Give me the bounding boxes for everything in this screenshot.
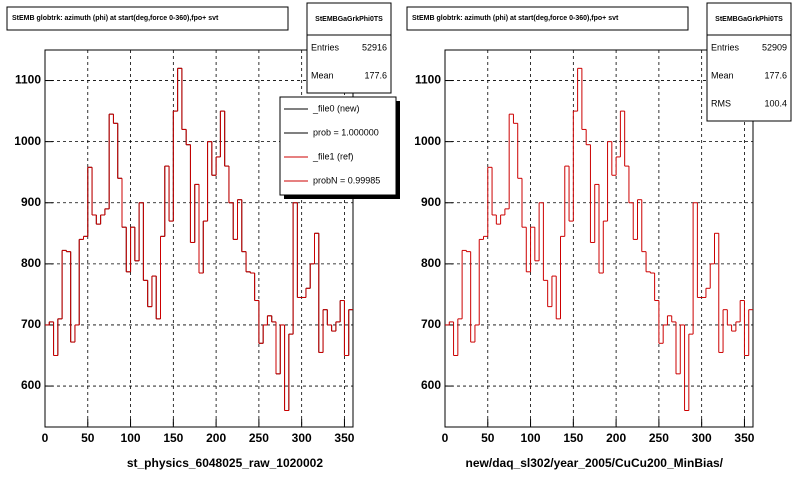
x-tick-label: 100 — [121, 431, 141, 445]
chart-title: StEMB globtrk: azimuth (phi) at start(de… — [12, 15, 219, 22]
stats-value: 100.4 — [764, 98, 787, 108]
x-tick-label: 150 — [163, 431, 183, 445]
x-tick-label: 0 — [42, 431, 49, 445]
x-tick-label: 300 — [292, 431, 312, 445]
stats-box — [706, 2, 792, 122]
x-tick-label: 350 — [334, 431, 354, 445]
x-tick-label: 300 — [692, 431, 712, 445]
stats-value: 52916 — [362, 42, 387, 52]
stats-box — [306, 2, 392, 94]
legend-label: prob = 1.000000 — [313, 127, 379, 137]
chart-title: StEMB globtrk: azimuth (phi) at start(de… — [412, 15, 619, 22]
stats-value: 177.6 — [764, 70, 787, 80]
x-tick-label: 150 — [563, 431, 583, 445]
x-tick-label: 50 — [81, 431, 95, 445]
y-tick-label: 1100 — [415, 73, 441, 87]
legend-label: probN = 0.99985 — [313, 175, 380, 185]
y-tick-label: 900 — [421, 195, 441, 209]
legend-label: _file0 (new) — [312, 103, 360, 113]
x-tick-label: 200 — [206, 431, 226, 445]
y-tick-label: 900 — [21, 195, 41, 209]
x-tick-label: 350 — [734, 431, 754, 445]
stats-value: 52909 — [762, 42, 787, 52]
stats-label: Entries — [311, 42, 340, 52]
y-tick-label: 800 — [21, 256, 41, 270]
stats-value: 177.6 — [364, 70, 387, 80]
stats-title: StEMBGaGrkPhi0TS — [715, 16, 783, 23]
x-tick-label: 100 — [521, 431, 541, 445]
legend-label: _file1 (ref) — [312, 151, 354, 161]
stats-label: Mean — [311, 70, 334, 80]
x-tick-label: 250 — [649, 431, 669, 445]
title-box — [6, 6, 289, 31]
stats-label: RMS — [711, 98, 731, 108]
x-tick-label: 250 — [249, 431, 269, 445]
title-box — [406, 6, 689, 31]
x-tick-label: 200 — [606, 431, 626, 445]
y-tick-label: 700 — [421, 317, 441, 331]
x-tick-label: 0 — [442, 431, 449, 445]
x-axis-label: st_physics_6048025_raw_1020002 — [127, 456, 323, 470]
y-tick-label: 1100 — [15, 73, 41, 87]
stats-title: StEMBGaGrkPhi0TS — [315, 16, 383, 23]
y-tick-label: 1000 — [14, 134, 41, 148]
y-tick-label: 700 — [21, 317, 41, 331]
y-tick-label: 600 — [421, 378, 441, 392]
stats-label: Mean — [711, 70, 734, 80]
y-tick-label: 800 — [421, 256, 441, 270]
y-tick-label: 600 — [21, 378, 41, 392]
stats-label: Entries — [711, 42, 740, 52]
x-axis-label: new/daq_sl302/year_2005/CuCu200_MinBias/ — [466, 456, 724, 470]
y-tick-label: 1000 — [414, 134, 441, 148]
legend — [279, 96, 397, 196]
x-tick-label: 50 — [481, 431, 495, 445]
